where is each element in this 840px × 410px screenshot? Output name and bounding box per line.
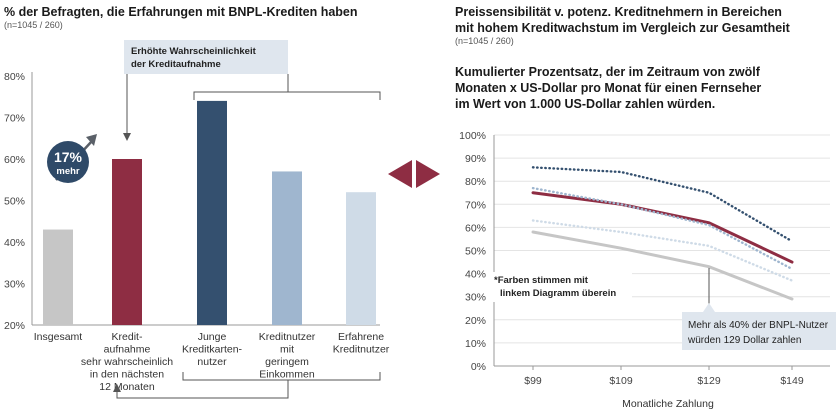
category-label: sehr wahrscheinlich [81,356,173,368]
category-label: Kreditnutzer [333,344,390,356]
right-y-tick: 70% [465,199,486,211]
right-callout-pointer [703,303,715,312]
series-line [531,230,794,301]
category-label: Insgesamt [34,331,83,343]
bar [197,100,227,326]
color-note-box [492,272,632,302]
right-y-tick: 50% [465,246,486,258]
category-label: Kreditkarten- [182,344,243,356]
x-tick-label: $99 [524,375,542,387]
right-y-tick: 90% [465,153,486,165]
series-line [531,186,794,271]
line-chart-title-2: Monaten x US-Dollar pro Monat für einen … [455,81,761,95]
right-y-tick: 40% [465,269,486,281]
left-y-tick: 20% [4,320,25,332]
badge-percent: 17% [54,149,83,165]
left-subtitle: (n=1045 / 260) [4,20,63,30]
badge-circle [47,141,89,183]
bar [346,192,376,325]
category-label: geringem [265,356,309,368]
right-x-ticks: $99 $109 $129 $149 [524,366,804,387]
right-y-tick: 80% [465,176,486,188]
left-bars [43,100,376,326]
series-line [531,219,794,282]
right-y-tick: 30% [465,292,486,304]
right-callout-line2: würden 129 Dollar zahlen [687,335,801,346]
left-callout-box [124,40,288,74]
left-y-tick: 50% [4,196,25,208]
left-y-tick: 60% [4,154,25,166]
right-title-line1: Preissensibilität v. potenz. Kreditnehme… [455,5,782,19]
category-label: Kredit- [112,331,143,343]
color-note-line2: linkem Diagramm überein [500,288,616,299]
right-y-tick: 0% [471,361,486,373]
category-label: Erfahrene [338,331,384,343]
category-label: in den nächsten [90,369,164,381]
left-callout-line1: Erhöhte Wahrscheinlichkeit [131,46,257,57]
trend-arrowhead-icon [86,134,97,146]
bar [272,171,302,325]
right-subtitle: (n=1045 / 260) [455,36,514,46]
left-title: % der Befragten, die Erfahrungen mit BNP… [4,5,358,19]
left-y-tick: 80% [4,71,25,83]
right-lines [531,166,794,301]
left-callout-line2: der Kreditaufnahme [131,59,221,70]
left-y-tick: 70% [4,113,25,125]
x-tick-label: $109 [609,375,633,387]
right-y-tick: 20% [465,315,486,327]
category-label: aufnahme [104,344,151,356]
right-y-tick: 10% [465,338,486,350]
badge-label: mehr [56,166,80,177]
x-tick-label: $129 [697,375,721,387]
category-label: nutzer [197,356,227,368]
left-y-tick: 40% [4,237,25,249]
category-label: 12 Monaten [99,381,155,393]
bar [43,229,73,325]
category-label: Junge [198,331,227,343]
line-chart-title-3: im Wert von 1.000 US-Dollar zahlen würde… [455,97,715,111]
left-y-axis: 20% 30% 40% 50% 60% 70% 80% [4,71,380,332]
color-note-line1: *Farben stimmen mit [494,275,589,286]
bar [112,159,142,325]
series-line [531,166,794,243]
right-y-tick: 60% [465,222,486,234]
x-tick-label: $149 [780,375,804,387]
right-y-axis: 0% 10% 20% 30% 40% 50% 60% 70% 80% 90% 100% [459,130,830,373]
right-pointer-icon [416,160,440,188]
line-chart-title-1: Kumulierter Prozentsatz, der im Zeitraum… [455,65,761,79]
left-pointer-icon [388,160,412,188]
right-x-axis-label: Monatliche Zahlung [622,398,714,410]
right-callout-line1: Mehr als 40% der BNPL-Nutzer [688,320,829,331]
right-callout-box [682,312,836,350]
right-y-tick: 100% [459,130,486,142]
left-callout-connector [113,74,381,399]
series-line [531,191,794,264]
category-label: Einkommen [259,369,315,381]
left-y-tick: 30% [4,279,25,291]
increase-badge: 17% mehr [47,134,97,183]
category-label: Kreditnutzer [259,331,316,343]
category-label: mit [280,344,294,356]
right-title-line2: mit hohem Kreditwachstum im Vergleich zu… [455,21,791,35]
